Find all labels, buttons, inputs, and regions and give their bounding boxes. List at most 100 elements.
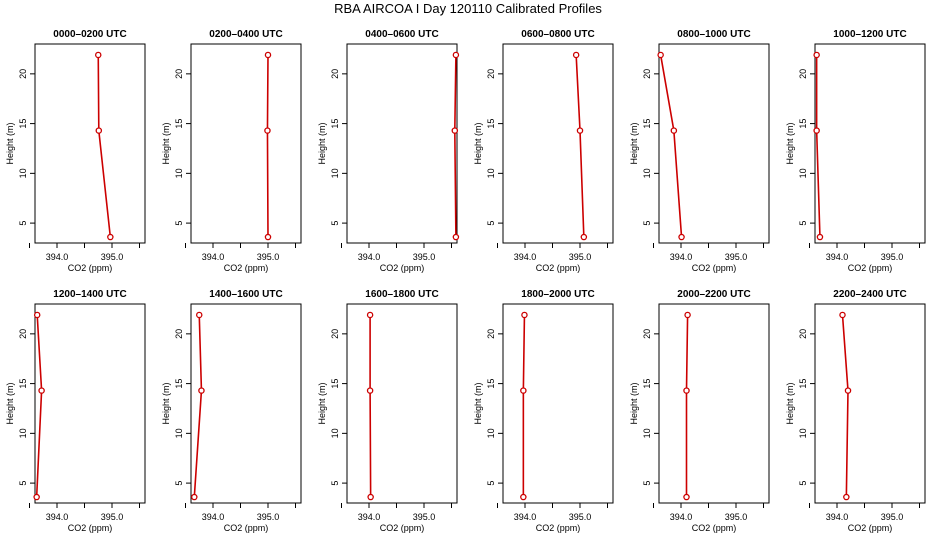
y-axis-label: Height (m) bbox=[317, 382, 327, 424]
y-axis-label: Height (m) bbox=[317, 122, 327, 164]
plot-frame bbox=[34, 303, 146, 504]
x-tick-label: 395.0 bbox=[881, 512, 904, 522]
data-point bbox=[366, 311, 374, 319]
y-tick-label: 20 bbox=[174, 69, 184, 79]
plot-frame bbox=[190, 303, 302, 504]
data-point bbox=[198, 387, 205, 394]
panel-title: 0200–0400 UTC bbox=[209, 29, 282, 40]
data-point bbox=[367, 493, 374, 501]
data-point bbox=[107, 233, 114, 241]
y-tick-label: 15 bbox=[486, 379, 496, 389]
y-tick-label: 20 bbox=[174, 329, 184, 339]
data-point bbox=[657, 51, 664, 59]
y-axis-label: Height (m) bbox=[5, 122, 15, 164]
y-tick-label: 15 bbox=[798, 119, 808, 129]
x-tick-label: 395.0 bbox=[257, 512, 280, 522]
x-axis-label: CO2 (ppm) bbox=[68, 523, 113, 533]
y-tick-label: 20 bbox=[330, 329, 340, 339]
data-point bbox=[683, 493, 690, 501]
x-tick-label: 395.0 bbox=[725, 252, 748, 262]
profile-line bbox=[685, 314, 689, 498]
x-axis-label: CO2 (ppm) bbox=[68, 263, 113, 273]
profile-line bbox=[193, 314, 203, 498]
profile-line bbox=[659, 54, 683, 238]
y-tick-label: 15 bbox=[642, 119, 652, 129]
y-tick-label: 10 bbox=[642, 168, 652, 178]
x-axis-label: CO2 (ppm) bbox=[536, 263, 581, 273]
data-point bbox=[813, 127, 820, 134]
data-point bbox=[452, 51, 460, 59]
y-tick-label: 5 bbox=[642, 481, 652, 486]
data-point bbox=[38, 387, 45, 394]
x-axis-label: CO2 (ppm) bbox=[224, 523, 269, 533]
y-axis-label: Height (m) bbox=[161, 122, 171, 164]
plot-frame bbox=[658, 43, 770, 244]
x-tick-label: 394.0 bbox=[46, 512, 69, 522]
y-tick-label: 10 bbox=[174, 168, 184, 178]
y-tick-label: 5 bbox=[798, 481, 808, 486]
x-axis-label: CO2 (ppm) bbox=[692, 523, 737, 533]
data-point bbox=[264, 127, 271, 134]
y-tick-label: 5 bbox=[174, 481, 184, 486]
x-tick-label: 395.0 bbox=[725, 512, 748, 522]
data-point bbox=[264, 233, 272, 241]
figure-title: RBA AIRCOA I Day 120110 Calibrated Profi… bbox=[334, 1, 602, 16]
y-tick-label: 10 bbox=[18, 168, 28, 178]
y-tick-label: 15 bbox=[330, 379, 340, 389]
data-point bbox=[683, 387, 690, 394]
panel-title: 2000–2200 UTC bbox=[677, 289, 750, 300]
profile-line bbox=[575, 54, 585, 238]
y-axis-label: Height (m) bbox=[473, 122, 483, 164]
data-point bbox=[33, 493, 40, 501]
y-tick-label: 20 bbox=[486, 329, 496, 339]
plot-frame bbox=[34, 43, 146, 244]
x-tick-label: 395.0 bbox=[257, 252, 280, 262]
y-axis-label: Height (m) bbox=[785, 122, 795, 164]
y-tick-label: 10 bbox=[798, 428, 808, 438]
y-tick-label: 20 bbox=[330, 69, 340, 79]
plot-frame bbox=[814, 43, 926, 244]
y-tick-label: 15 bbox=[330, 119, 340, 129]
data-point bbox=[520, 493, 527, 501]
y-tick-label: 10 bbox=[486, 428, 496, 438]
profile-line bbox=[841, 314, 849, 498]
plot-frame bbox=[190, 43, 302, 244]
y-tick-label: 10 bbox=[642, 428, 652, 438]
y-tick-label: 20 bbox=[798, 69, 808, 79]
x-axis-label: CO2 (ppm) bbox=[848, 523, 893, 533]
data-point bbox=[452, 233, 460, 241]
y-tick-label: 5 bbox=[174, 221, 184, 226]
data-point bbox=[839, 311, 846, 319]
plot-frame bbox=[346, 43, 458, 244]
plot-frame bbox=[346, 303, 458, 504]
data-point bbox=[678, 233, 685, 241]
panel-title: 2200–2400 UTC bbox=[833, 289, 906, 300]
panel-title: 1600–1800 UTC bbox=[365, 289, 438, 300]
x-tick-label: 394.0 bbox=[514, 252, 537, 262]
y-axis-label: Height (m) bbox=[5, 382, 15, 424]
data-point bbox=[366, 387, 374, 394]
profile-line bbox=[453, 54, 457, 238]
y-tick-label: 20 bbox=[642, 329, 652, 339]
panel-title: 1800–2000 UTC bbox=[521, 289, 594, 300]
x-tick-label: 395.0 bbox=[101, 512, 124, 522]
y-tick-label: 5 bbox=[18, 221, 28, 226]
y-axis-label: Height (m) bbox=[785, 382, 795, 424]
x-tick-label: 394.0 bbox=[358, 512, 381, 522]
x-axis-label: CO2 (ppm) bbox=[380, 263, 425, 273]
x-tick-label: 394.0 bbox=[358, 252, 381, 262]
data-point bbox=[843, 493, 850, 501]
y-tick-label: 15 bbox=[642, 379, 652, 389]
x-axis-label: CO2 (ppm) bbox=[380, 523, 425, 533]
y-tick-label: 5 bbox=[798, 221, 808, 226]
